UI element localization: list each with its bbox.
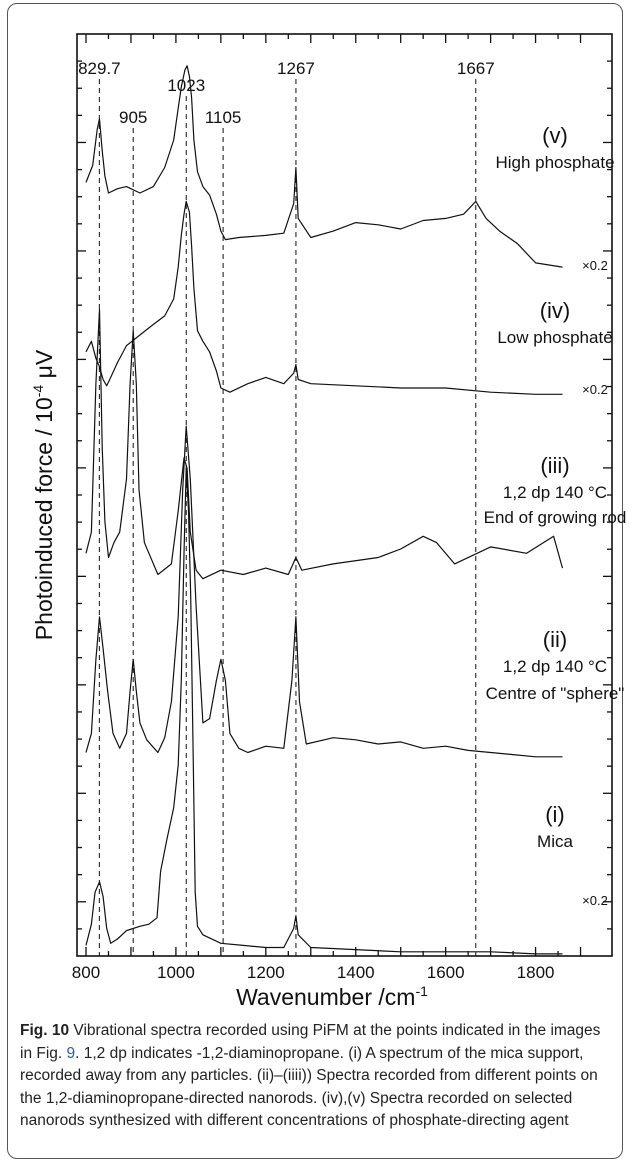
series-labels: (i) Mica ×0.2 (ii) 1,2 dp 140 °C Centre of "s… [484,123,627,908]
caption-text-a: Vibrational spectra recorded using PiFM … [20,1022,601,1062]
peak-label: 829.7 [78,59,121,78]
peak-label: 1267 [277,59,315,78]
series-note-iii: End of growing rod [484,508,627,527]
series-label-iii: (iii) [540,453,569,478]
x-tick-label: 1200 [247,963,285,982]
figure-caption: Fig. 10 Vibrational spectra recorded usi… [20,1020,614,1133]
y-axis-label: Photoinduced force / 10-4 μV [30,349,57,640]
spectrum-line-v [85,65,563,268]
peak-label: 905 [119,108,147,127]
spectrum-line-iv [85,200,563,395]
axis-ticks [77,34,612,956]
series-description-iii: 1,2 dp 140 °C [503,483,607,502]
series-description-i: Mica [537,832,573,851]
spectrum-line-ii [85,425,563,758]
x-tick-label: 1000 [157,963,195,982]
spectra-chart: 800 1000 1200 1400 1600 1800 829.7 905 10231105… [30,33,627,1010]
series-scale-iv: ×0.2 [582,382,608,397]
spectra-series [85,65,564,955]
x-tick-labels: 800 1000 1200 1400 1600 1800 [72,963,555,982]
series-description-v: High phosphate [495,153,614,172]
peak-label: 1023 [167,76,205,95]
series-label-iv: (iv) [540,298,571,323]
spectrum-line-iii [85,308,564,580]
caption-label: Fig. 10 [20,1022,70,1039]
spectrum-line-i [85,467,563,955]
caption-figure-link[interactable]: 9 [66,1044,76,1062]
series-note-ii: Centre of "sphere" [486,684,625,703]
series-description-ii: 1,2 dp 140 °C [503,657,607,676]
x-axis-label: Wavenumber /cm-1 [236,983,428,1010]
series-label-v: (v) [542,123,568,148]
peak-label: 1667 [457,59,495,78]
series-label-i: (i) [545,802,565,827]
series-scale-i: ×0.2 [582,893,608,908]
figure-frame [7,3,623,1159]
caption-text-b: . 1,2 dp indicates -1,2-diaminopropane. … [20,1044,598,1130]
x-tick-label: 1600 [427,963,465,982]
series-description-iv: Low phosphate [497,328,612,347]
peak-label: 1105 [205,108,242,127]
x-tick-label: 800 [72,963,100,982]
x-tick-label: 1400 [337,963,375,982]
peak-guide-lines [98,79,477,956]
series-label-ii: (ii) [543,627,567,652]
series-scale-v: ×0.2 [582,258,608,273]
x-tick-label: 1800 [517,963,555,982]
